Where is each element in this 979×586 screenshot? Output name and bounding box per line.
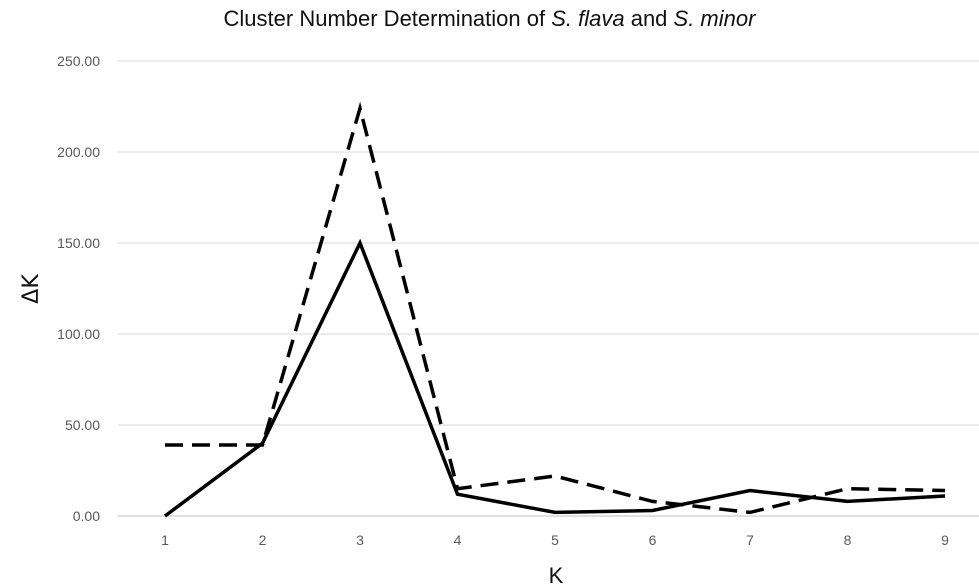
x-tick-label: 2 <box>259 532 267 548</box>
x-tick-label: 3 <box>356 532 364 548</box>
title-text-2: and <box>624 6 674 31</box>
title-species-2: S. minor <box>673 6 756 31</box>
x-axis-label: K <box>549 563 564 586</box>
x-tick-label: 6 <box>649 532 657 548</box>
x-tick-label: 5 <box>551 532 559 548</box>
gridlines <box>118 60 979 517</box>
y-tick-label: 150.00 <box>57 235 100 251</box>
y-axis-label: ΔK <box>19 274 44 304</box>
x-tick-label: 8 <box>844 532 852 548</box>
y-tick-label: 200.00 <box>57 144 100 160</box>
y-tick-label: 50.00 <box>65 417 100 433</box>
x-axis-ticks: 1 2 3 4 5 6 7 8 9 <box>161 532 949 548</box>
x-tick-label: 1 <box>161 532 169 548</box>
x-tick-label: 4 <box>454 532 462 548</box>
title-text-1: Cluster Number Determination of <box>223 6 552 31</box>
y-axis-ticks: 0.00 50.00 100.00 150.00 200.00 250.00 <box>57 53 100 524</box>
y-tick-label: 0.00 <box>73 508 100 524</box>
chart-title: Cluster Number Determination of S. flava… <box>0 6 979 32</box>
title-species-1: S. flava <box>551 6 625 31</box>
series-line-dashed <box>165 101 946 515</box>
x-tick-label: 9 <box>941 532 949 548</box>
series-lines <box>163 101 946 518</box>
y-tick-label: 100.00 <box>57 326 100 342</box>
y-tick-label: 250.00 <box>57 53 100 69</box>
x-tick-label: 7 <box>746 532 754 548</box>
